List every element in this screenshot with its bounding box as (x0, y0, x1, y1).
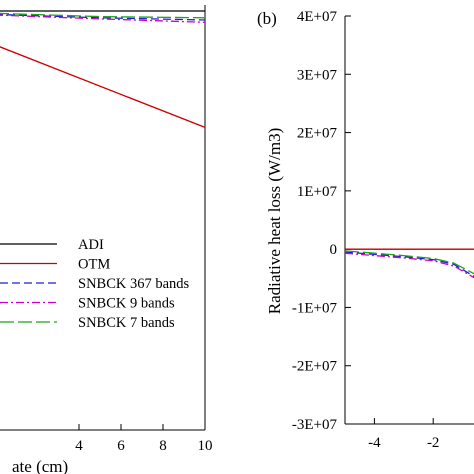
panel-a-x-tick-label: 6 (117, 438, 125, 454)
legend-label-4: SNBCK 7 bands (78, 315, 175, 331)
panel-b-y-tick-label: -1E+07 (292, 300, 338, 316)
panel-b-y-tick-label: 3E+07 (297, 67, 338, 83)
panel-a-x-tick-label: 8 (159, 438, 167, 454)
panel-b-y-tick-label: 0 (330, 242, 338, 258)
panel-b-y-tick-label: 2E+07 (297, 126, 338, 142)
panel-a-series-line-2 (0, 13, 206, 21)
panel-a: 4 6 8 10 ate (cm) ADI OTM SNBCK 367 bands SNBCK … (0, 5, 213, 474)
panel-b-label: (b) (257, 9, 277, 28)
panel-a-x-axis-label: ate (cm) (12, 457, 68, 474)
legend-label-3: SNBCK 9 bands (78, 296, 175, 312)
panel-b-series-line-3 (344, 252, 474, 279)
panel-a-x-tick-label: 10 (198, 438, 213, 454)
panel-a-series-line-4 (0, 12, 206, 19)
legend-label-1: OTM (78, 257, 110, 273)
panel-a-x-tick-label: 4 (75, 438, 83, 454)
panel-a-series-line-1 (0, 46, 206, 129)
panel-b: (b) 4E+07 3E+07 2E+07 1E+07 0 -1E+07 -2E+07 -3E+… (257, 9, 474, 451)
panel-b-y-axis-label: Radiative heat loss (W/m3) (265, 128, 284, 314)
panel-b-y-tick-label: -3E+07 (292, 417, 338, 433)
panel-b-y-tick-label: 1E+07 (297, 184, 338, 200)
panel-b-x-tick-label: -4 (368, 435, 381, 451)
panel-b-y-tick-label: -2E+07 (292, 359, 338, 375)
panel-b-series-line-4 (344, 250, 474, 275)
panel-b-y-tick-label: 4E+07 (297, 9, 338, 25)
panel-a-series-line-3 (0, 14, 206, 23)
legend-label-2: SNBCK 367 bands (78, 276, 190, 292)
panel-b-x-tick-label: -2 (427, 435, 440, 451)
legend-label-0: ADI (78, 237, 104, 253)
panel-b-series-line-2 (344, 251, 474, 278)
legend: ADI OTM SNBCK 367 bands SNBCK 9 bands SNBCK … (0, 237, 190, 331)
